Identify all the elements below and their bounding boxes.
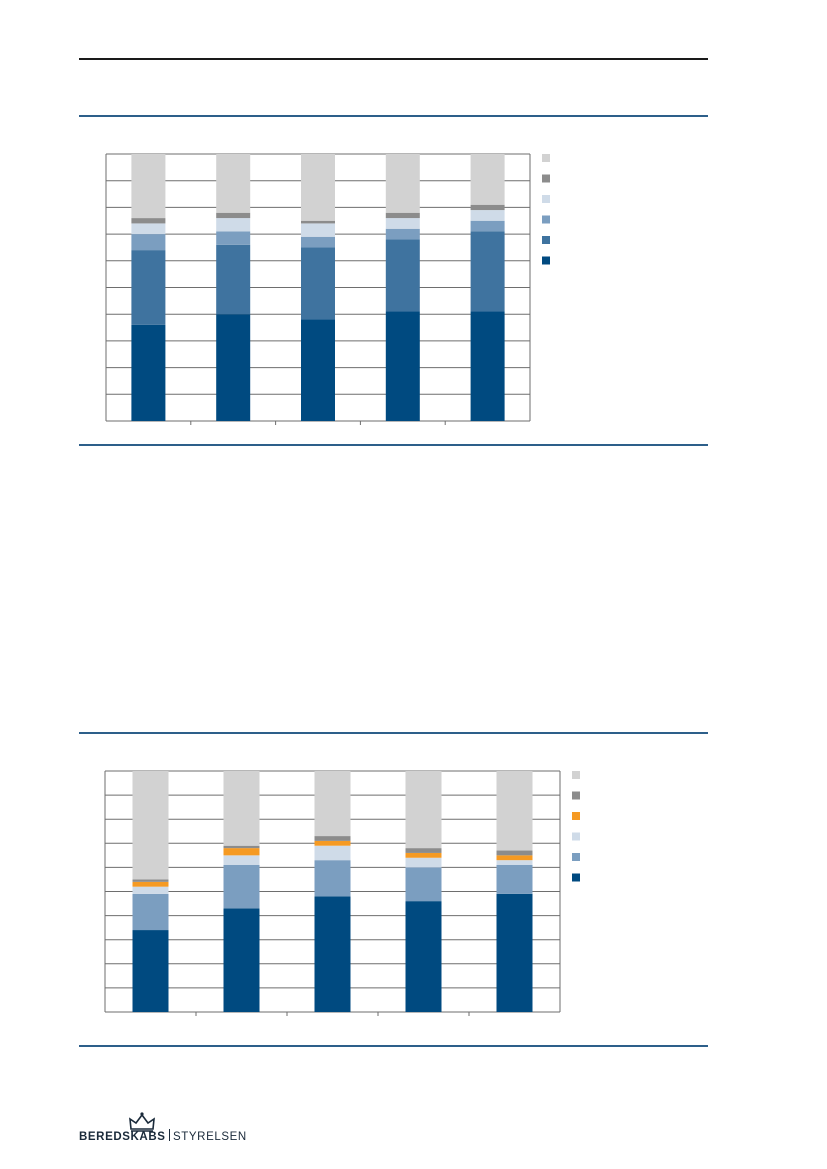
chart1-legend-swatch-3 bbox=[542, 215, 550, 224]
chart2-bar-segment-1-category-5 bbox=[496, 893, 533, 1012]
chart2-legend-swatch-6 bbox=[572, 771, 580, 779]
chart2-bar-segment-3-category-4 bbox=[405, 857, 442, 868]
figure1-top-rule bbox=[79, 115, 708, 117]
chart2-bar-segment-3-category-1 bbox=[132, 886, 169, 894]
chart1-bar-segment-2-category-2 bbox=[216, 244, 251, 315]
logo-text-light: STYRELSEN bbox=[173, 1131, 247, 1143]
chart1-bar-segment-5-category-5 bbox=[470, 204, 505, 211]
chart2-bar-segment-6-category-1 bbox=[132, 771, 169, 880]
chart1-bar-segment-6-category-2 bbox=[216, 154, 251, 213]
chart1-bar-segment-1-category-4 bbox=[385, 311, 420, 421]
chart2-legend-swatch-1 bbox=[572, 873, 580, 882]
chart1-bar-segment-5-category-1 bbox=[131, 218, 166, 224]
figure1-stacked-bar-chart bbox=[105, 153, 550, 425]
chart2-bar-segment-2-category-3 bbox=[314, 860, 351, 897]
chart2-bar-segment-2-category-1 bbox=[132, 893, 169, 931]
chart2-bar-segment-2-category-4 bbox=[405, 867, 442, 902]
chart1-bar-segment-5-category-2 bbox=[216, 212, 251, 219]
chart1-bar-segment-3-category-2 bbox=[216, 231, 251, 245]
chart2-bar-segment-3-category-3 bbox=[314, 845, 351, 861]
chart1-bar-segment-3-category-4 bbox=[385, 228, 420, 240]
chart2-bar-segment-5-category-3 bbox=[314, 836, 351, 841]
chart2-bar-segment-5-category-5 bbox=[496, 850, 533, 856]
chart1-bar-segment-1-category-1 bbox=[131, 324, 166, 421]
chart2-bar-segment-1-category-2 bbox=[223, 908, 260, 1012]
chart1-bar-segment-4-category-1 bbox=[131, 223, 166, 235]
chart1-bar-segment-3-category-3 bbox=[301, 236, 335, 248]
chart1-bar-segment-4-category-3 bbox=[301, 223, 335, 237]
chart1-legend-swatch-6 bbox=[542, 154, 550, 162]
chart2-legend-swatch-2 bbox=[572, 853, 580, 861]
chart1-bar-segment-3-category-1 bbox=[131, 234, 166, 251]
chart2-bar-segment-1-category-3 bbox=[314, 896, 351, 1012]
page-top-rule bbox=[79, 58, 708, 60]
chart1-bar-segment-6-category-3 bbox=[301, 154, 335, 221]
chart2-bar-segment-2-category-5 bbox=[496, 864, 533, 894]
chart1-bar-segment-6-category-4 bbox=[385, 154, 420, 213]
chart1-bar-segment-1-category-5 bbox=[470, 311, 505, 421]
chart2-bar-segment-4-category-3 bbox=[314, 840, 351, 846]
chart2-bar-segment-4-category-5 bbox=[496, 855, 533, 861]
chart2-legend-swatch-4 bbox=[572, 812, 580, 820]
chart2-legend-swatch-5 bbox=[572, 791, 580, 800]
chart1-bar-segment-1-category-2 bbox=[216, 314, 251, 421]
logo-wordmark: BEREDSKABS STYRELSEN bbox=[79, 1129, 247, 1143]
figure2-bottom-rule bbox=[79, 1045, 708, 1047]
chart1-bar-segment-6-category-5 bbox=[470, 154, 505, 205]
chart1-bar-segment-5-category-3 bbox=[301, 220, 335, 224]
chart1-legend-swatch-1 bbox=[542, 256, 550, 265]
chart1-bar-segment-4-category-4 bbox=[385, 218, 420, 229]
chart1-bar-segment-4-category-5 bbox=[470, 210, 505, 221]
chart2-bar-segment-6-category-3 bbox=[314, 771, 351, 837]
chart2-bar-segment-2-category-2 bbox=[223, 864, 260, 909]
chart2-bar-segment-5-category-1 bbox=[132, 879, 169, 882]
chart2-bar-segment-4-category-1 bbox=[132, 881, 169, 887]
beredskabsstyrelsen-logo: BEREDSKABS STYRELSEN bbox=[79, 1112, 246, 1152]
logo-divider bbox=[168, 1129, 171, 1141]
chart2-bar-segment-1-category-1 bbox=[132, 930, 169, 1012]
chart1-legend-swatch-2 bbox=[542, 236, 550, 244]
chart2-bar-segment-5-category-2 bbox=[223, 845, 260, 849]
chart2-bar-segment-5-category-4 bbox=[405, 848, 442, 853]
chart1-bar-segment-2-category-4 bbox=[385, 239, 420, 312]
figure2-top-rule bbox=[79, 732, 708, 734]
chart1-bar-segment-5-category-4 bbox=[385, 212, 420, 219]
chart1-legend-swatch-5 bbox=[542, 174, 550, 183]
chart2-bar-segment-6-category-4 bbox=[405, 771, 442, 849]
chart1-bar-segment-4-category-2 bbox=[216, 218, 251, 232]
chart2-bar-segment-3-category-2 bbox=[223, 855, 260, 865]
crown-icon bbox=[129, 1112, 155, 1132]
figure1-bottom-rule bbox=[79, 444, 708, 446]
chart2-bar-segment-4-category-4 bbox=[405, 852, 442, 858]
logo-text-bold: BEREDSKABS bbox=[79, 1131, 166, 1143]
chart1-legend-swatch-4 bbox=[542, 195, 550, 203]
chart2-bar-segment-6-category-2 bbox=[223, 771, 260, 846]
chart2-legend-swatch-3 bbox=[572, 832, 580, 841]
chart1-bar-segment-3-category-5 bbox=[470, 220, 505, 232]
chart1-bar-segment-2-category-5 bbox=[470, 231, 505, 312]
figure2-stacked-bar-chart bbox=[104, 770, 580, 1016]
chart1-bar-segment-1-category-3 bbox=[301, 319, 335, 421]
chart1-bar-segment-2-category-1 bbox=[131, 250, 166, 325]
chart2-bar-segment-3-category-5 bbox=[496, 860, 533, 865]
chart2-bar-segment-4-category-2 bbox=[223, 848, 260, 856]
chart1-bar-segment-6-category-1 bbox=[131, 154, 166, 219]
chart2-bar-segment-6-category-5 bbox=[496, 771, 533, 851]
chart2-bar-segment-1-category-4 bbox=[405, 901, 442, 1012]
chart1-bar-segment-2-category-3 bbox=[301, 247, 335, 320]
